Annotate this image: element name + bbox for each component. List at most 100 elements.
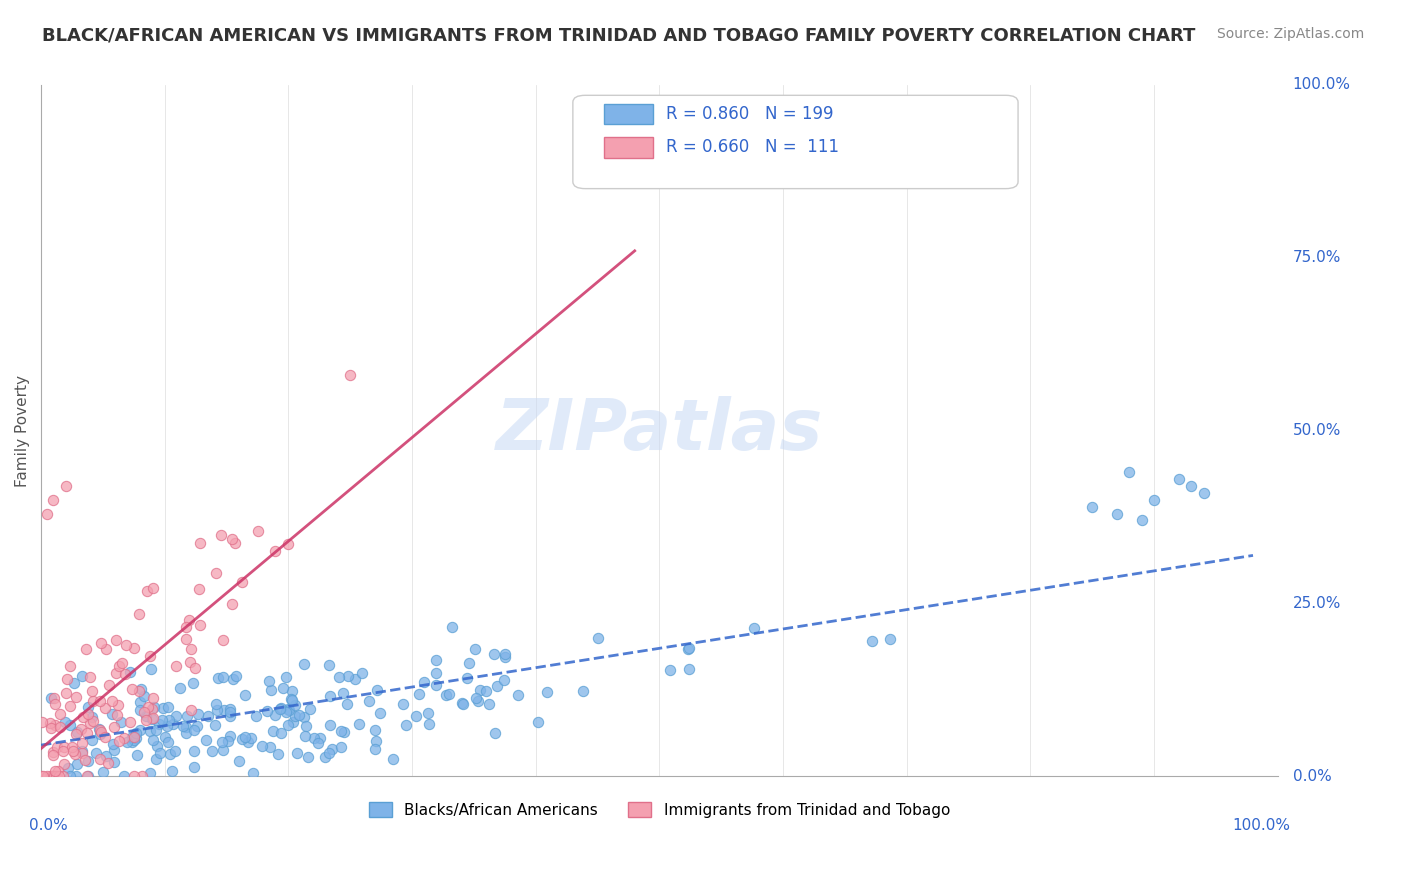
Point xyxy=(408,687,430,701)
Point xyxy=(219,702,242,716)
Point xyxy=(468,682,491,697)
Point xyxy=(418,717,440,731)
Point xyxy=(142,732,165,747)
Point xyxy=(70,744,93,758)
Point xyxy=(247,524,270,538)
Point xyxy=(212,703,235,717)
Point xyxy=(363,742,385,756)
Point xyxy=(89,694,111,708)
Text: BLACK/AFRICAN AMERICAN VS IMMIGRANTS FROM TRINIDAD AND TOBAGO FAMILY POVERTY COR: BLACK/AFRICAN AMERICAN VS IMMIGRANTS FRO… xyxy=(42,27,1195,45)
Point xyxy=(231,731,253,746)
Point xyxy=(44,764,66,778)
Legend: Blacks/African Americans, Immigrants from Trinidad and Tobago: Blacks/African Americans, Immigrants fro… xyxy=(363,796,956,824)
Point xyxy=(82,693,104,707)
Point xyxy=(285,746,308,760)
Point xyxy=(440,620,463,634)
Point xyxy=(141,701,163,715)
Point xyxy=(1081,500,1104,514)
Point xyxy=(328,670,350,684)
Point xyxy=(82,684,104,698)
Point xyxy=(280,692,302,706)
Point xyxy=(142,691,165,706)
Point xyxy=(58,658,80,673)
Point xyxy=(294,657,316,671)
Point xyxy=(467,694,489,708)
Point xyxy=(76,699,98,714)
Point xyxy=(96,749,118,764)
Point xyxy=(128,684,150,698)
Point xyxy=(482,647,505,661)
Point xyxy=(125,726,148,740)
Point xyxy=(97,756,120,770)
Point xyxy=(270,726,292,740)
Text: 25.0%: 25.0% xyxy=(1292,596,1341,611)
Point xyxy=(366,733,388,747)
Point xyxy=(135,709,157,723)
Point xyxy=(156,718,179,732)
Point xyxy=(165,708,187,723)
Point xyxy=(135,714,157,728)
Point xyxy=(318,746,340,760)
Point xyxy=(94,642,117,657)
Point xyxy=(87,722,110,736)
Point xyxy=(101,693,124,707)
Point xyxy=(39,769,62,783)
Point xyxy=(252,739,274,753)
Text: 100.0%: 100.0% xyxy=(1232,818,1291,832)
Point xyxy=(75,642,97,657)
Point xyxy=(82,714,104,728)
Point xyxy=(65,726,87,740)
Point xyxy=(142,711,165,725)
Point xyxy=(63,747,86,761)
Point xyxy=(219,708,242,723)
Point xyxy=(332,686,354,700)
Point xyxy=(89,727,111,741)
Point xyxy=(571,684,593,698)
Point xyxy=(122,730,145,744)
Point xyxy=(321,742,343,756)
Point xyxy=(159,747,181,762)
Point xyxy=(197,708,219,723)
Point xyxy=(298,702,321,716)
Point xyxy=(52,740,75,755)
Point xyxy=(39,716,62,731)
Point xyxy=(156,735,179,749)
Point xyxy=(129,723,152,738)
Point xyxy=(100,707,122,722)
Point xyxy=(352,665,374,680)
Point xyxy=(211,670,233,684)
Text: Source: ZipAtlas.com: Source: ZipAtlas.com xyxy=(1216,27,1364,41)
Point xyxy=(451,696,474,710)
Point xyxy=(260,682,283,697)
Point xyxy=(148,717,170,731)
Point xyxy=(239,731,262,746)
Point xyxy=(136,583,159,598)
Point xyxy=(1105,507,1128,521)
Point xyxy=(70,747,93,761)
Point xyxy=(121,730,143,744)
Point xyxy=(77,706,100,721)
Point xyxy=(30,769,52,783)
Point xyxy=(219,729,242,743)
Point xyxy=(59,699,82,714)
Point xyxy=(139,723,162,738)
Point xyxy=(122,769,145,783)
Point xyxy=(392,697,415,711)
Point xyxy=(121,682,143,697)
Point xyxy=(131,769,153,783)
Point xyxy=(145,752,167,766)
Point xyxy=(153,730,176,744)
Point xyxy=(456,671,478,685)
Point xyxy=(382,751,405,765)
Point xyxy=(39,690,62,705)
Point xyxy=(42,745,65,759)
Point xyxy=(128,703,150,717)
Point xyxy=(233,731,256,745)
Point xyxy=(48,769,70,783)
Point xyxy=(183,744,205,758)
Point xyxy=(132,689,155,703)
Point xyxy=(263,543,285,558)
Point xyxy=(76,769,98,783)
Point xyxy=(103,756,125,770)
Point xyxy=(89,752,111,766)
